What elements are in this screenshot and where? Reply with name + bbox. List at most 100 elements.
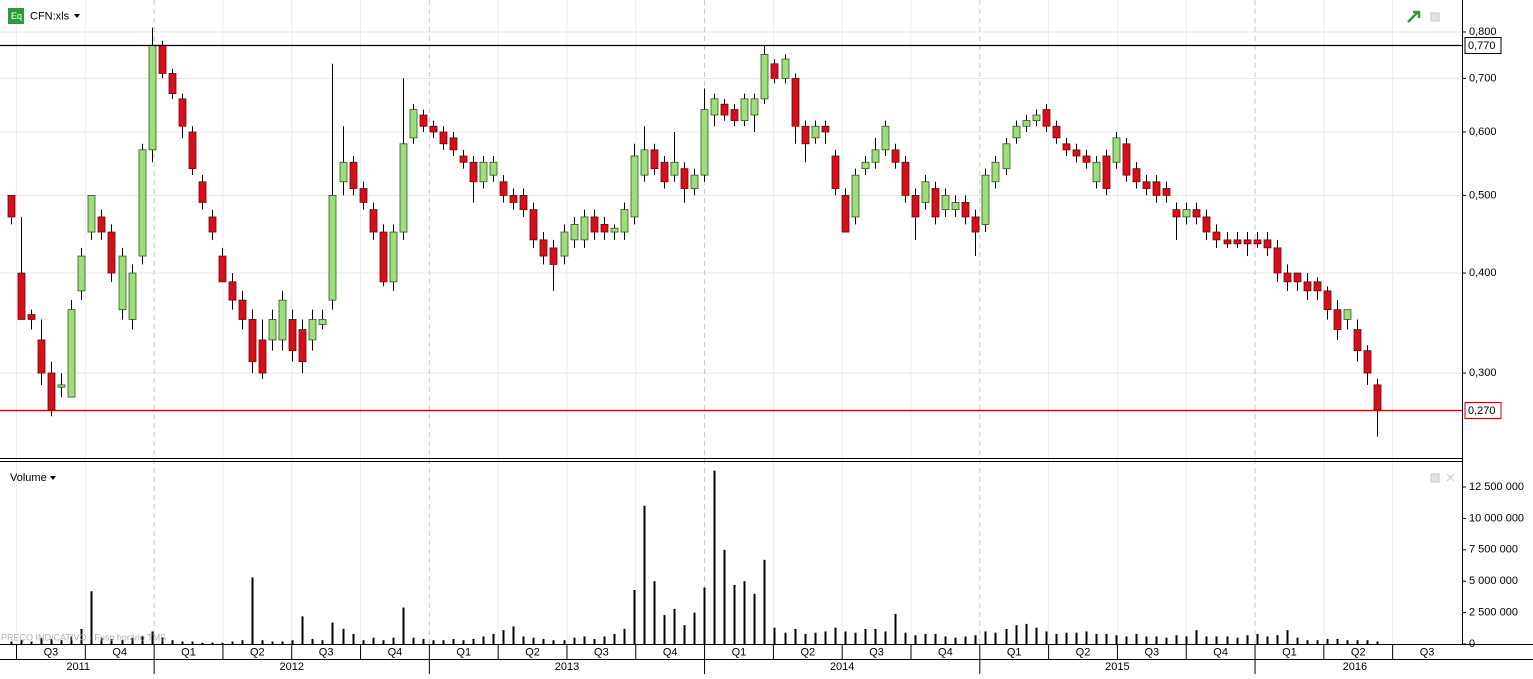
candle-body [198,181,207,203]
volume-bar [1115,635,1118,644]
candle-body [1273,247,1282,274]
candle-body [1373,384,1382,411]
volume-bar [1135,633,1138,644]
volume-dropdown[interactable] [50,476,56,480]
volume-bar [261,640,264,644]
volume-bar [321,640,324,644]
x-tick-label: Q1 [1007,646,1022,658]
volume-bar [151,631,154,644]
volume-bar [1276,635,1279,644]
volume-bar [743,581,746,644]
volume-bar [90,591,93,644]
candle-body [339,161,348,183]
candle-body [158,44,167,74]
volume-bar [1125,636,1128,644]
candle-body [178,98,187,127]
volume-title[interactable]: Volume [10,472,47,484]
candle-body [871,149,880,163]
x-tick-label: Q3 [1144,646,1159,658]
volume-bar [402,607,405,644]
volume-bar [573,637,576,644]
candle-body [991,161,1000,183]
volume-bar [1165,637,1168,644]
volume-bar [281,641,284,644]
candle-body [851,174,860,218]
candle-body [931,188,940,218]
candle-body [318,319,327,325]
candle-body [750,98,759,116]
volume-bar [121,640,124,644]
volume-bar [964,636,967,644]
candle-body [580,216,589,241]
volume-bar [753,593,756,644]
volume-bar [1075,632,1078,644]
candle-body [740,98,749,122]
candle-body [1082,155,1091,163]
volume-bar [362,640,365,644]
volume-bar [1296,637,1299,644]
volume-bar [1306,640,1309,644]
candle-body [1363,350,1372,374]
candle-body [349,161,358,189]
volume-bar [1195,630,1198,644]
candle-body [208,216,217,233]
volume-bar [1015,625,1018,644]
candle-body [7,195,16,218]
candle-body [298,329,307,363]
candle-body [630,155,639,218]
candle-body [1192,209,1201,218]
candle-body [981,174,990,225]
year-label: 2016 [1343,661,1367,673]
x-tick-label: Q2 [250,646,265,658]
footnote: PREÇO INDICATIVO - Fuso horário TMS [1,632,166,642]
candle-body [770,63,779,79]
y-tick-label: 0,400 [1469,267,1497,279]
candle-body [107,231,116,274]
volume-bar [462,640,465,644]
candle-body [1353,329,1362,352]
y-tick-label: 0,700 [1469,72,1497,84]
candle-body [941,195,950,211]
volume-bar [904,632,907,644]
instrument-icon-text: Eq [11,11,22,21]
volume-bar [1236,637,1239,644]
title-dropdown[interactable] [74,14,80,18]
volume-bar [723,549,726,644]
candle-body [971,216,980,233]
chart-title[interactable]: CFN:xls [30,10,70,22]
year-label: 2011 [66,661,90,673]
candle-body [188,131,197,170]
candle-body [258,339,267,374]
x-tick-label: Q3 [1420,646,1435,658]
x-tick-label: Q2 [1351,646,1366,658]
candle-body [760,54,769,100]
candle-body [529,209,538,241]
candle-body [590,216,599,233]
volume-bar [854,632,857,644]
volume-bar [472,638,475,644]
volume-bar [522,636,525,644]
x-tick-label: Q3 [319,646,334,658]
volume-bar [110,638,113,644]
volume-bar [1085,631,1088,644]
volume-bar [40,637,43,644]
close-button[interactable] [1446,473,1455,482]
candle-body [469,161,478,183]
x-tick-label: Q2 [1076,646,1091,658]
volume-bar [1266,636,1269,644]
volume-bar [1215,636,1218,644]
maximize-button[interactable] [1430,12,1440,22]
candle-body [1293,272,1302,283]
trend-icon[interactable] [1407,10,1421,23]
maximize-button[interactable] [1430,473,1440,483]
volume-bar [1366,640,1369,644]
volume-bar [251,577,254,644]
x-tick-label: Q1 [456,646,471,658]
candle-body [861,161,870,170]
volume-bar [301,616,304,644]
candle-body [97,216,106,233]
volume-bar [191,641,194,644]
x-tick-label: Q4 [388,646,403,658]
volume-bar [1256,633,1259,644]
candle-body [1233,239,1242,245]
